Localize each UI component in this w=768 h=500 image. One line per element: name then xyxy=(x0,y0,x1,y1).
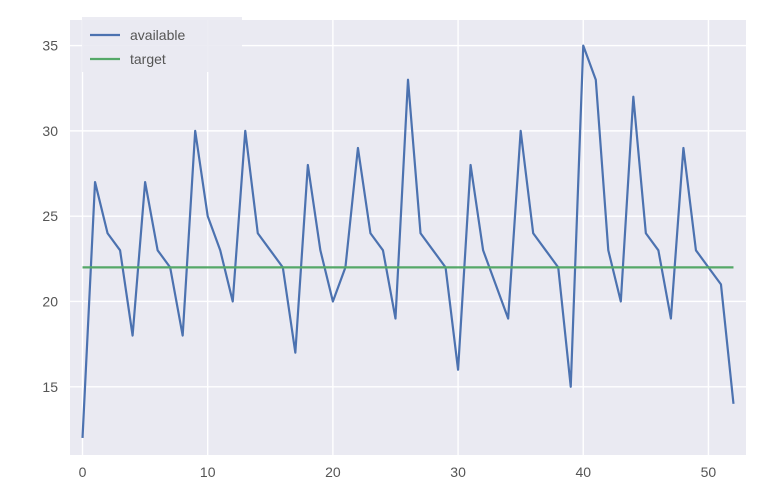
x-tick-label: 50 xyxy=(701,464,717,480)
y-tick-label: 35 xyxy=(42,38,58,54)
x-tick-label: 20 xyxy=(325,464,341,480)
y-tick-label: 25 xyxy=(42,208,58,224)
y-tick-label: 20 xyxy=(42,293,58,309)
x-tick-label: 0 xyxy=(79,464,87,480)
y-tick-label: 15 xyxy=(42,379,58,395)
line-chart: 0 10 20 30 40 50 15 20 25 30 35 available target xyxy=(0,0,768,500)
legend: available target xyxy=(82,17,242,72)
chart-svg: 0 10 20 30 40 50 15 20 25 30 35 available target xyxy=(0,0,768,500)
y-tick-label: 30 xyxy=(42,123,58,139)
legend-label: target xyxy=(130,51,166,67)
x-tick-label: 10 xyxy=(200,464,216,480)
x-tick-label: 40 xyxy=(575,464,591,480)
x-tick-label: 30 xyxy=(450,464,466,480)
legend-label: available xyxy=(130,27,185,43)
